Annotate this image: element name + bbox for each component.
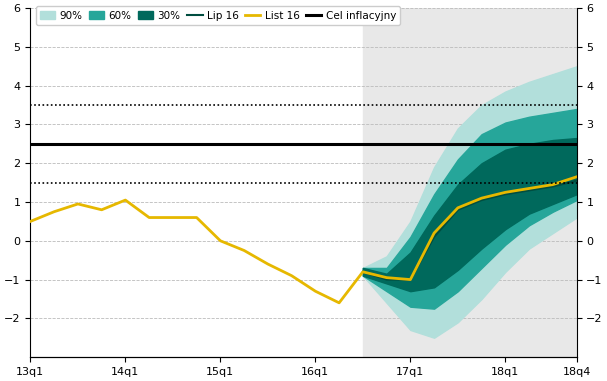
Legend: 90%, 60%, 30%, Lip 16, List 16, Cel inflacyjny: 90%, 60%, 30%, Lip 16, List 16, Cel infl…	[36, 6, 400, 25]
Bar	[363, 8, 577, 357]
